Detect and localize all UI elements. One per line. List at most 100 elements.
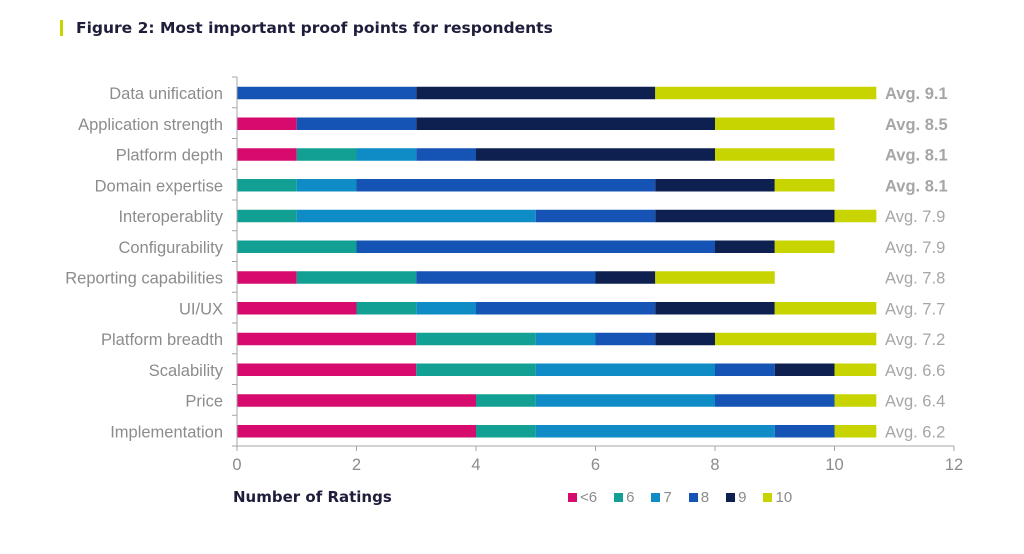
x-tick-label: 10 bbox=[825, 456, 843, 474]
category-label: UI/UX bbox=[179, 300, 223, 318]
bar-segment bbox=[535, 209, 656, 223]
bar-segment bbox=[595, 332, 656, 346]
category-label: Implementation bbox=[110, 423, 223, 441]
category-label: Application strength bbox=[78, 116, 223, 134]
bar-segment bbox=[416, 363, 536, 376]
x-tick-label: 6 bbox=[591, 456, 600, 474]
average-annotation: Avg. 8.1 bbox=[885, 177, 948, 195]
average-annotation: Avg. 6.2 bbox=[885, 423, 945, 441]
bar-segment bbox=[715, 148, 835, 161]
bar-segment bbox=[715, 240, 775, 253]
chart-legend: <6 6 7 8 9 10 bbox=[568, 489, 809, 506]
bar-segment bbox=[416, 332, 536, 346]
bar-segment bbox=[296, 148, 357, 161]
bar-segment bbox=[834, 394, 877, 407]
bar-segment bbox=[774, 363, 835, 376]
category-label: Platform depth bbox=[116, 147, 223, 165]
bar-segment bbox=[774, 425, 835, 438]
category-label: Domain expertise bbox=[95, 177, 223, 195]
bar-segment bbox=[356, 148, 417, 161]
bar-segment bbox=[535, 363, 715, 376]
bar-segment bbox=[237, 86, 417, 100]
legend-swatch bbox=[763, 493, 773, 502]
category-label: Configurability bbox=[118, 239, 223, 257]
bar-segment bbox=[416, 86, 656, 100]
bar-segment bbox=[237, 363, 417, 376]
bar-segment bbox=[237, 394, 476, 407]
legend-swatch bbox=[614, 493, 624, 502]
legend-swatch bbox=[568, 493, 577, 502]
bar-segment bbox=[356, 302, 417, 315]
category-label: Data unification bbox=[109, 85, 223, 103]
bar-segment bbox=[416, 302, 476, 315]
legend-label: 7 bbox=[663, 489, 672, 506]
bar-segment bbox=[476, 425, 536, 438]
x-tick-label: 12 bbox=[945, 456, 963, 474]
x-axis-label: Number of Ratings bbox=[233, 488, 392, 506]
bar-segment bbox=[834, 363, 877, 376]
category-label: Platform breadth bbox=[101, 331, 223, 349]
legend-swatch bbox=[726, 493, 736, 502]
bar-segment bbox=[356, 240, 715, 253]
legend-item: <6 bbox=[568, 489, 597, 506]
legend-swatch bbox=[651, 493, 661, 502]
category-label: Scalability bbox=[149, 362, 224, 380]
bar-segment bbox=[535, 394, 715, 407]
bar-segment bbox=[595, 271, 656, 284]
bar-segment bbox=[356, 179, 656, 192]
bar-segment bbox=[715, 394, 835, 407]
bar-segment bbox=[655, 332, 715, 346]
legend-item: 7 bbox=[651, 489, 672, 506]
average-annotation: Avg. 8.5 bbox=[885, 116, 948, 134]
bar-segment bbox=[535, 425, 775, 438]
title-accent-bar bbox=[60, 20, 63, 36]
legend-label: 9 bbox=[738, 489, 747, 506]
average-annotation: Avg. 6.4 bbox=[885, 393, 945, 411]
x-tick-label: 2 bbox=[352, 456, 361, 474]
legend-label: 8 bbox=[700, 489, 710, 506]
bar-segment bbox=[237, 148, 297, 161]
bar-segment bbox=[774, 240, 835, 253]
legend-label: 10 bbox=[775, 489, 793, 506]
bar-segment bbox=[296, 271, 417, 284]
legend-item: 6 bbox=[614, 489, 634, 506]
category-label: Reporting capabilities bbox=[65, 270, 223, 288]
bar-segment bbox=[476, 148, 715, 161]
x-tick-label: 0 bbox=[232, 456, 241, 474]
bar-segment bbox=[535, 332, 596, 346]
bar-segment bbox=[237, 271, 297, 284]
bar-segment bbox=[296, 117, 417, 130]
bar-segment bbox=[774, 179, 835, 192]
chart-title: Figure 2: Most important proof points fo… bbox=[76, 19, 553, 37]
legend-item: 9 bbox=[726, 489, 746, 506]
bar-segment bbox=[296, 209, 536, 223]
x-tick-label: 8 bbox=[710, 456, 719, 474]
bar-segment bbox=[296, 179, 357, 192]
bar-segment bbox=[655, 271, 775, 284]
bar-segment bbox=[715, 117, 835, 130]
bar-segment bbox=[655, 86, 877, 100]
legend-item: 10 bbox=[763, 489, 792, 506]
bar-segment bbox=[655, 209, 835, 223]
bar-segment bbox=[715, 332, 877, 346]
bar-segment bbox=[715, 363, 775, 376]
average-annotation: Avg. 7.9 bbox=[885, 208, 945, 226]
legend-label: <6 bbox=[580, 489, 598, 506]
bar-segment bbox=[476, 394, 536, 407]
average-annotation: Avg. 6.6 bbox=[885, 362, 945, 380]
bar-segment bbox=[476, 302, 656, 315]
bar-segment bbox=[655, 302, 775, 315]
category-label: Interoperablity bbox=[118, 208, 223, 226]
bar-segment bbox=[655, 179, 775, 192]
title-block: Figure 2: Most important proof points fo… bbox=[60, 17, 553, 39]
average-annotation: Avg. 8.1 bbox=[885, 147, 948, 165]
bar-segment bbox=[237, 117, 297, 130]
average-annotation: Avg. 7.8 bbox=[885, 270, 945, 288]
bar-segment bbox=[237, 179, 297, 192]
bar-segment bbox=[237, 302, 357, 315]
legend-item: 8 bbox=[688, 489, 710, 506]
bar-segment bbox=[416, 117, 715, 130]
average-annotation: Avg. 7.2 bbox=[885, 331, 945, 349]
average-annotation: Avg. 9.1 bbox=[885, 85, 948, 103]
bar-segment bbox=[237, 209, 297, 223]
